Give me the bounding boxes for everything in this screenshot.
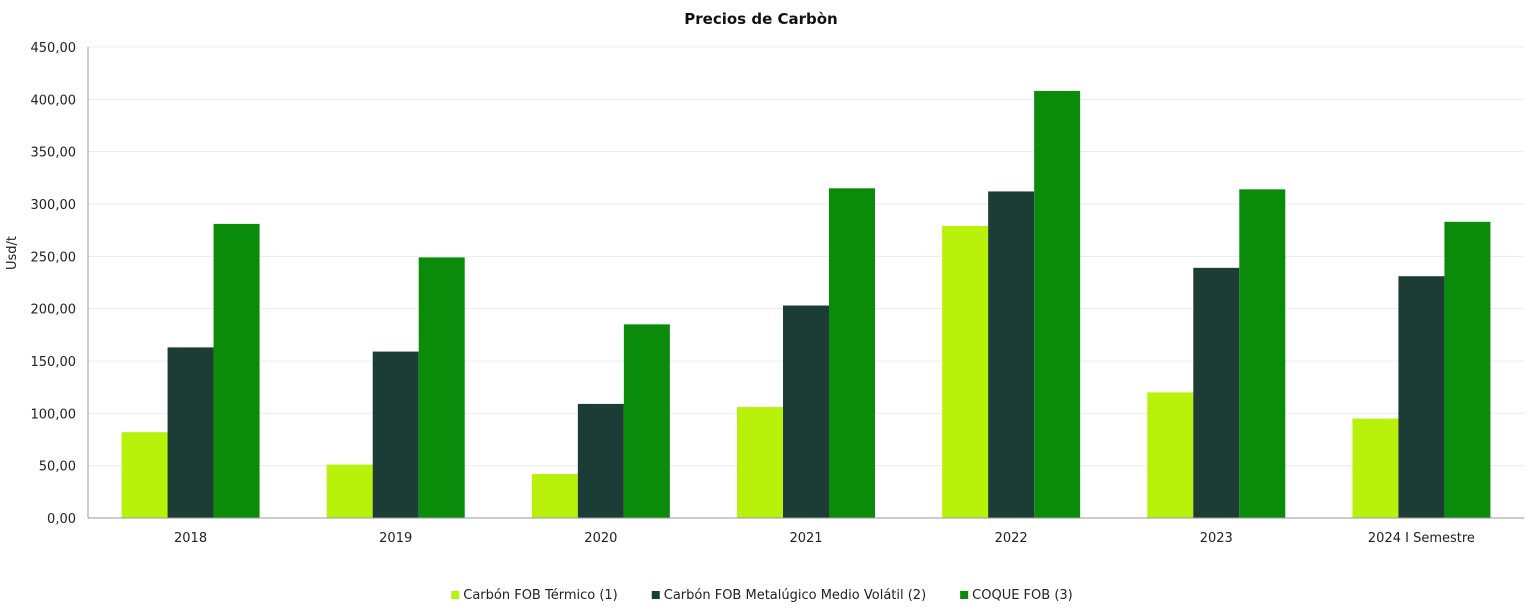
legend-swatch bbox=[651, 591, 660, 599]
bar bbox=[783, 305, 829, 518]
bars bbox=[121, 90, 1491, 519]
bar bbox=[577, 403, 624, 518]
legend-item: Carbón FOB Metalúgico Medio Volátil (2) bbox=[651, 588, 926, 603]
x-tick-label: 2022 bbox=[995, 531, 1028, 546]
bar bbox=[1444, 221, 1491, 518]
bar bbox=[326, 464, 373, 518]
bar bbox=[988, 191, 1035, 518]
bar bbox=[737, 407, 783, 518]
y-axis-title: Usd/t bbox=[5, 236, 20, 270]
bar bbox=[1034, 90, 1081, 519]
legend-item: COQUE FOB (3) bbox=[960, 588, 1073, 603]
legend-swatch bbox=[451, 591, 460, 599]
bar bbox=[372, 351, 419, 518]
y-tick-label: 50,00 bbox=[39, 460, 76, 475]
legend-label: Carbón FOB Térmico (1) bbox=[463, 588, 618, 603]
axes bbox=[87, 47, 1524, 519]
y-tick-label: 100,00 bbox=[31, 407, 77, 422]
bar bbox=[1398, 276, 1445, 518]
bar bbox=[1147, 392, 1194, 518]
bar bbox=[829, 188, 875, 519]
y-tick-label: 450,00 bbox=[31, 41, 77, 56]
legend-item: Carbón FOB Térmico (1) bbox=[451, 588, 618, 603]
x-tick-label: 2020 bbox=[584, 531, 617, 546]
x-tick-label: 2021 bbox=[789, 531, 822, 546]
bar bbox=[213, 223, 260, 519]
y-tick-label: 350,00 bbox=[31, 146, 77, 161]
chart-title: Precios de Carbòn bbox=[684, 10, 837, 28]
legend-swatch bbox=[960, 591, 969, 599]
bar bbox=[1193, 267, 1240, 518]
bar bbox=[1352, 418, 1399, 518]
bar bbox=[121, 432, 168, 518]
x-tick-label: 2024 I Semestre bbox=[1368, 531, 1475, 546]
legend-label: COQUE FOB (3) bbox=[972, 588, 1073, 603]
y-tick-labels: 0,00 50,00 100,00 150,00 200,00 250,00 300,00 3… bbox=[31, 41, 77, 527]
bar bbox=[531, 474, 578, 518]
y-tick-label: 150,00 bbox=[31, 355, 77, 370]
legend-label: Carbón FOB Metalúgico Medio Volátil (2) bbox=[664, 588, 926, 603]
bar bbox=[418, 257, 465, 518]
x-tick-label: 2023 bbox=[1200, 531, 1233, 546]
legend: Carbón FOB Térmico (1) Carbón FOB Metalúg… bbox=[451, 588, 1073, 603]
x-tick-labels: 2018 2019 2020 2021 2022 2023 2024 I Semestre bbox=[174, 531, 1475, 546]
y-tick-label: 400,00 bbox=[31, 93, 77, 108]
y-tick-label: 250,00 bbox=[31, 250, 77, 265]
x-tick-label: 2019 bbox=[379, 531, 412, 546]
bar bbox=[1239, 189, 1286, 518]
y-tick-label: 300,00 bbox=[31, 198, 77, 213]
bar bbox=[942, 225, 989, 519]
y-tick-label: 200,00 bbox=[31, 303, 77, 318]
y-tick-label: 0,00 bbox=[47, 512, 76, 527]
bar bbox=[623, 324, 670, 518]
x-tick-label: 2018 bbox=[174, 531, 207, 546]
bar bbox=[167, 347, 214, 518]
